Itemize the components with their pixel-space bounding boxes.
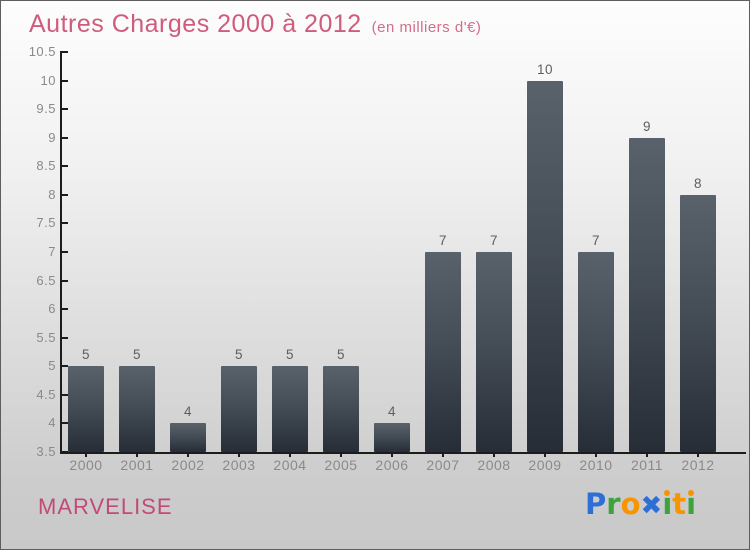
y-tick <box>60 79 68 82</box>
y-tick <box>60 365 68 368</box>
y-tick <box>60 279 68 282</box>
x-tick <box>187 452 189 457</box>
x-tick <box>289 452 291 457</box>
logo-letter: r <box>606 487 621 521</box>
bar-value-label: 5 <box>285 347 294 363</box>
y-tick-label: 5.5 <box>36 329 56 345</box>
bar <box>272 366 308 452</box>
x-tick-label: 2000 <box>69 457 103 473</box>
x-tick <box>340 452 342 457</box>
logo-letter: t <box>672 487 687 521</box>
logo-letter: P <box>585 487 607 521</box>
bar <box>425 252 461 452</box>
chart-title: Autres Charges 2000 à 2012 <box>29 10 362 38</box>
x-tick <box>646 452 648 457</box>
y-tick-label: 10.5 <box>28 44 56 59</box>
y-tick <box>60 451 68 453</box>
bar-value-label: 7 <box>438 233 447 248</box>
y-tick <box>60 136 68 139</box>
y-tick-label: 7.5 <box>36 215 56 231</box>
bar-value-label: 7 <box>489 233 498 248</box>
bar-value-label: 7 <box>591 233 600 248</box>
bar <box>476 252 512 452</box>
x-tick-label: 2009 <box>528 457 562 473</box>
x-tick-label: 2010 <box>579 457 613 473</box>
logo-letter-dot <box>688 490 695 496</box>
y-tick <box>60 108 68 111</box>
x-tick-label: 2011 <box>630 457 664 473</box>
y-tick <box>60 222 68 225</box>
logo-letter-dot <box>664 490 671 496</box>
logo-letter: ✖ <box>640 491 663 521</box>
x-tick-label: 2004 <box>273 457 307 473</box>
bar-value-label: 8 <box>693 175 702 191</box>
x-tick <box>595 452 597 457</box>
x-tick <box>544 452 546 457</box>
bar-value-label: 5 <box>336 347 345 363</box>
bar-value-label: 5 <box>132 347 141 363</box>
y-tick-label: 8 <box>48 186 56 202</box>
y-tick-label: 7 <box>48 244 56 259</box>
x-tick-label: 2007 <box>426 457 460 473</box>
y-tick-label: 6 <box>48 301 56 317</box>
x-tick <box>136 452 138 457</box>
x-tick <box>493 452 495 457</box>
y-tick <box>60 422 68 425</box>
bar-value-label: 10 <box>536 61 554 77</box>
bar-value-label: 5 <box>234 347 243 363</box>
y-tick <box>60 193 68 196</box>
y-tick-label: 6.5 <box>36 272 56 288</box>
bar <box>374 423 410 452</box>
bar <box>629 137 665 452</box>
y-tick-label: 3.5 <box>36 444 56 459</box>
x-tick <box>238 452 240 457</box>
x-tick <box>85 452 87 457</box>
x-axis <box>60 452 746 454</box>
x-tick-label: 2012 <box>681 457 715 473</box>
company-name: MARVELISE <box>38 494 173 519</box>
bar <box>119 366 155 452</box>
logo-letter: ı <box>662 487 673 521</box>
x-tick-label: 2001 <box>120 457 154 473</box>
bar-value-label: 5 <box>81 347 90 363</box>
y-tick <box>60 336 68 339</box>
bar <box>527 80 563 452</box>
bar <box>578 252 614 452</box>
y-tick <box>60 51 68 53</box>
logo-letter: ı <box>686 487 697 521</box>
logo-letter: o <box>620 487 641 521</box>
bar-value-label: 4 <box>387 404 396 420</box>
y-tick-label: 10 <box>40 72 56 88</box>
y-tick <box>60 308 68 311</box>
chart-subtitle: (en milliers d'€) <box>371 19 482 36</box>
y-tick-label: 5 <box>48 358 56 374</box>
bar-value-label: 9 <box>642 118 651 134</box>
proxiti-logo[interactable]: Pro✖ı tı <box>585 487 696 521</box>
x-tick-label: 2006 <box>375 457 409 473</box>
bar <box>323 366 359 452</box>
y-tick-label: 9 <box>48 129 56 145</box>
title-row: Autres Charges 2000 à 2012 (en milliers d… <box>29 10 481 39</box>
x-tick-label: 2005 <box>324 457 358 473</box>
y-tick-label: 4.5 <box>36 386 56 402</box>
y-tick-label: 9.5 <box>36 101 56 117</box>
y-tick-label: 8.5 <box>36 158 56 174</box>
y-tick <box>60 251 68 253</box>
bar <box>68 366 104 452</box>
bar <box>170 423 206 452</box>
x-tick-label: 2003 <box>222 457 256 473</box>
x-tick <box>697 452 699 457</box>
y-tick <box>60 165 68 168</box>
x-tick-label: 2002 <box>171 457 205 473</box>
bar <box>680 194 716 452</box>
x-tick <box>442 452 444 457</box>
y-tick-label: 4 <box>48 415 56 431</box>
bar <box>221 366 257 452</box>
bar-value-label: 4 <box>183 404 192 420</box>
x-tick <box>391 452 393 457</box>
y-tick <box>60 393 68 396</box>
x-tick-label: 2008 <box>477 457 511 473</box>
